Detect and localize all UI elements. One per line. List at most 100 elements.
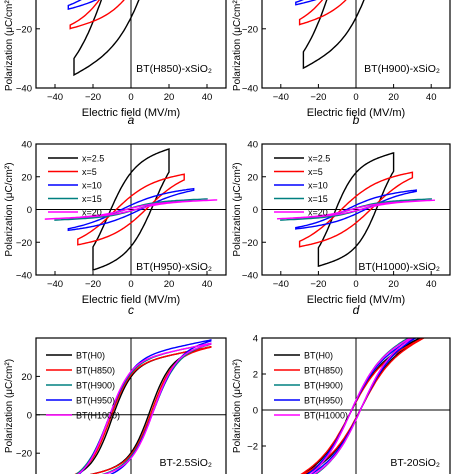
loop-bt-h850- — [300, 338, 426, 474]
x-tick-label: −20 — [85, 92, 101, 103]
y-tick-label: 0 — [27, 205, 32, 216]
loop-x-5 — [69, 0, 125, 30]
y-tick-label: 2 — [253, 370, 258, 381]
panel-caption: c — [128, 303, 134, 317]
x-tick-label: 20 — [164, 279, 175, 290]
legend-label: BT(H850) — [304, 366, 343, 376]
legend-label: x=20 — [82, 208, 102, 218]
x-tick-label: 0 — [353, 279, 358, 290]
legend-label: BT(H1000) — [76, 411, 120, 421]
y-tick-label: 40 — [21, 140, 32, 151]
y-tick-label: −20 — [16, 449, 32, 460]
x-tick-label: −20 — [310, 92, 326, 103]
legend-label: BT(H900) — [76, 381, 115, 391]
loop-x-2-5 — [302, 0, 365, 70]
x-tick-label: 40 — [426, 92, 437, 103]
panel-title: BT-2.5SiO₂ — [159, 457, 212, 469]
y-axis-label: Polarization (μC/cm²) — [4, 0, 15, 91]
y-axis-label: Polarization (μC/cm²) — [232, 359, 243, 453]
legend-label: BT(H1000) — [304, 411, 348, 421]
y-axis-label: Polarization (μC/cm²) — [4, 359, 15, 453]
plot-frame — [35, 337, 227, 474]
panel-caption: d — [353, 303, 360, 317]
y-tick-label: −40 — [16, 271, 32, 282]
loop-x-20 — [44, 199, 218, 220]
y-tick-label: −2 — [247, 442, 258, 453]
panel-caption: a — [128, 113, 135, 127]
legend-label: x=2.5 — [308, 154, 330, 164]
panel-c: −40 −20 0 20 40 −40 −20 0 20 40 Polarization (μC/c… — [4, 140, 227, 317]
legend-label: x=2.5 — [82, 154, 104, 164]
y-tick-label: −40 — [242, 271, 258, 282]
y-tick-label: −20 — [242, 24, 258, 35]
x-tick-label: 20 — [388, 279, 399, 290]
legend-label: BT(H0) — [304, 351, 333, 361]
y-axis-label: Polarization (μC/cm²) — [4, 162, 15, 256]
x-tick-label: −40 — [47, 92, 63, 103]
y-tick-label: 20 — [247, 172, 258, 183]
legend-label: BT(H950) — [76, 396, 115, 406]
x-tick-label: 0 — [353, 92, 358, 103]
loop-x-2-5 — [317, 152, 395, 267]
loop-x-10 — [67, 0, 98, 10]
x-tick-label: 0 — [128, 279, 133, 290]
x-tick-label: 40 — [426, 279, 437, 290]
x-tick-label: −20 — [310, 279, 326, 290]
y-axis-label: Polarization (μC/cm²) — [232, 162, 243, 256]
x-tick-label: −40 — [273, 279, 289, 290]
panel-title: BT(H850)-xSiO₂ — [136, 63, 212, 75]
legend-label: x=10 — [308, 181, 328, 191]
loop-bt-h850- — [74, 345, 212, 474]
x-tick-label: 40 — [202, 279, 213, 290]
x-tick-label: −40 — [273, 92, 289, 103]
panel-caption: b — [353, 113, 360, 127]
legend-label: x=10 — [82, 181, 102, 191]
y-tick-label: 0 — [253, 406, 258, 417]
loop-bt-h1000- — [309, 338, 414, 474]
panel-title: BT-20SiO₂ — [390, 457, 440, 469]
y-tick-label: 0 — [27, 410, 32, 421]
y-tick-label: 40 — [247, 140, 258, 151]
legend-label: BT(H850) — [76, 366, 115, 376]
panel-title: BT(H1000)-xSiO₂ — [358, 261, 440, 273]
y-tick-label: −20 — [16, 24, 32, 35]
x-tick-label: −20 — [85, 279, 101, 290]
panel-title: BT(H950)-xSiO₂ — [136, 261, 212, 273]
panel-title: BT(H900)-xSiO₂ — [364, 63, 440, 75]
loop-x-10 — [295, 0, 317, 6]
legend-label: x=5 — [308, 167, 323, 177]
x-axis-label: Electric field (MV/m) — [82, 107, 180, 119]
y-tick-label: −40 — [242, 84, 258, 95]
legend-label: BT(H900) — [304, 381, 343, 391]
loop-x-20 — [276, 199, 436, 220]
loop-bt-h1000- — [77, 342, 212, 474]
y-tick-label: 0 — [253, 205, 258, 216]
loop-x-2-5 — [73, 0, 140, 77]
loop-x-2-5 — [92, 148, 170, 271]
loop-bt-h950- — [306, 338, 418, 474]
legend-label: x=5 — [82, 167, 97, 177]
loop-x-5 — [298, 0, 347, 26]
x-tick-label: 20 — [388, 92, 399, 103]
x-tick-label: 0 — [128, 92, 133, 103]
x-tick-label: 20 — [164, 92, 175, 103]
x-tick-label: −40 — [47, 279, 63, 290]
x-axis-label: Electric field (MV/m) — [82, 294, 180, 306]
y-tick-label: −40 — [16, 84, 32, 95]
y-tick-label: 4 — [253, 334, 258, 345]
x-axis-label: Electric field (MV/m) — [307, 107, 405, 119]
legend-label: x=15 — [308, 194, 328, 204]
y-axis-label: Polarization (μC/cm²) — [232, 0, 243, 91]
legend-label: BT(H0) — [76, 351, 105, 361]
x-tick-label: 40 — [202, 92, 213, 103]
y-tick-label: −20 — [16, 238, 32, 249]
y-tick-label: 20 — [21, 372, 32, 383]
legend-label: BT(H950) — [304, 396, 343, 406]
y-tick-label: −20 — [242, 238, 258, 249]
legend-label: x=20 — [308, 208, 328, 218]
x-axis-label: Electric field (MV/m) — [307, 294, 405, 306]
